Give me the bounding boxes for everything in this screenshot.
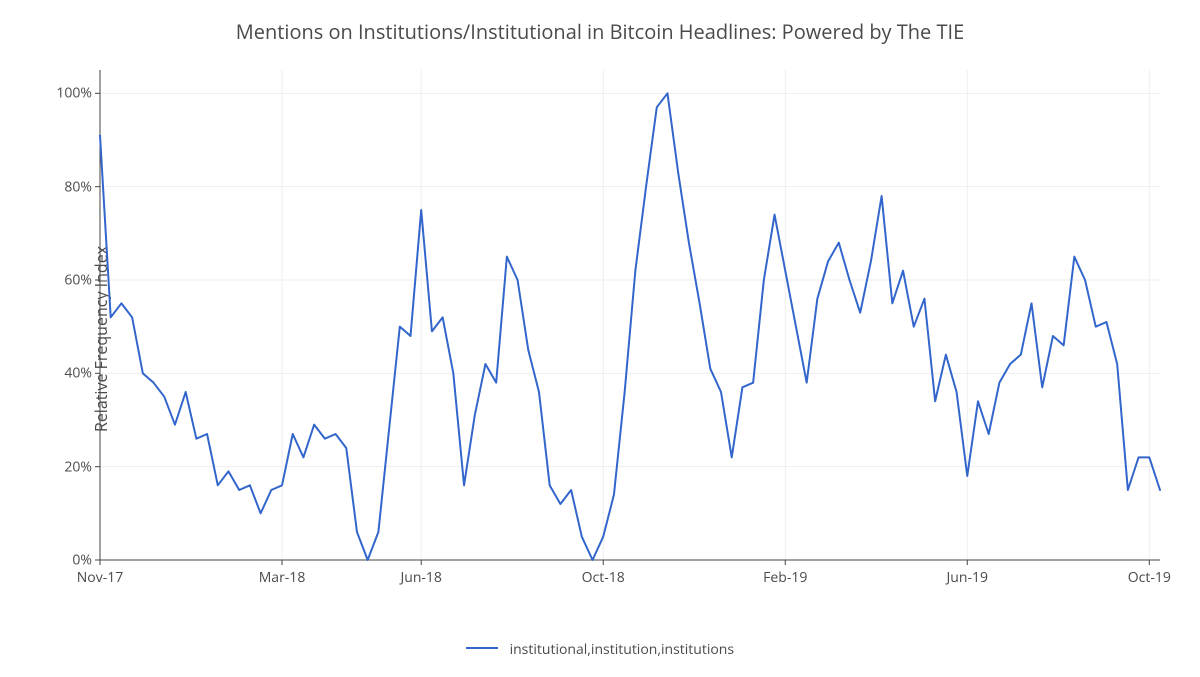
x-tick-label: Oct-18 (582, 568, 625, 587)
legend: institutional,institution,institutions (0, 640, 1200, 659)
x-tick-label: Oct-19 (1128, 568, 1171, 587)
y-tick-label: 80% (64, 177, 92, 196)
x-tick-label: Jun-18 (400, 568, 441, 587)
x-tick-label: Mar-18 (259, 568, 306, 587)
plot-area: Nov-17Mar-18Jun-18Oct-18Feb-19Jun-19Oct-… (100, 70, 1160, 560)
y-tick-label: 40% (64, 364, 92, 383)
legend-label: institutional,institution,institutions (510, 640, 735, 659)
y-tick-label: 0% (72, 551, 92, 570)
y-tick-label: 60% (64, 271, 92, 290)
chart-title: Mentions on Institutions/Institutional i… (0, 18, 1200, 45)
chart-svg (100, 70, 1160, 560)
x-tick-label: Feb-19 (763, 568, 807, 587)
x-tick-label: Nov-17 (77, 568, 123, 587)
y-tick-label: 20% (64, 457, 92, 476)
y-tick-label: 100% (56, 84, 92, 103)
chart-container: Mentions on Institutions/Institutional i… (0, 0, 1200, 677)
series-line (100, 93, 1160, 560)
legend-line-swatch (466, 647, 498, 649)
x-tick-label: Jun-19 (947, 568, 988, 587)
